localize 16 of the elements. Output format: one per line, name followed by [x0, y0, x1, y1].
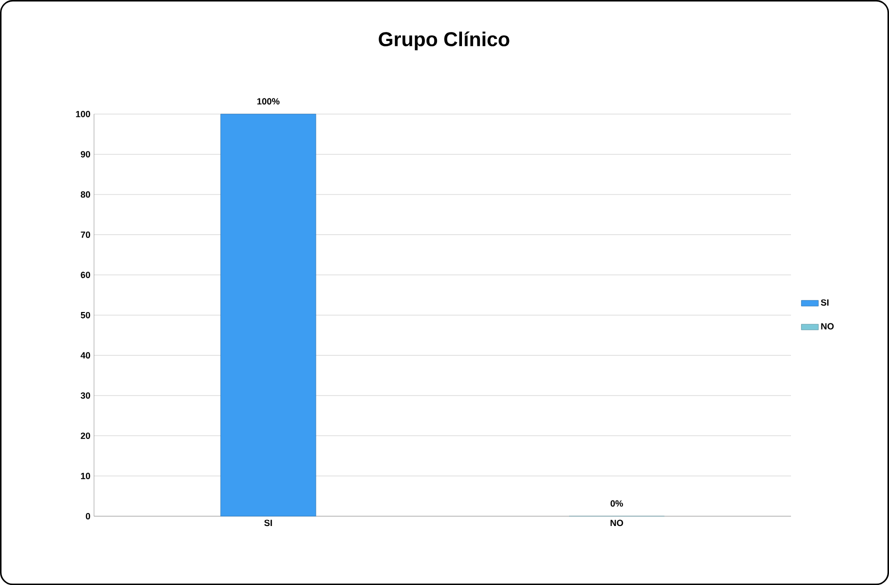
- y-tick-label: 40: [80, 352, 90, 358]
- y-tick-label: 60: [80, 272, 90, 278]
- legend-label: SI: [820, 299, 828, 306]
- y-tick-label: 0: [86, 512, 90, 520]
- y-tick-label: 20: [80, 432, 90, 439]
- y-tick-label: 10: [81, 472, 90, 480]
- y-tick-label: 100: [76, 110, 90, 118]
- data-label: 100%: [257, 98, 280, 104]
- legend-label: NO: [821, 323, 834, 330]
- chart-title: Grupo Clínico: [378, 31, 510, 50]
- y-tick-label: 50: [80, 312, 90, 318]
- y-tick-label: 90: [80, 151, 90, 158]
- y-tick-label: 70: [80, 231, 90, 238]
- y-tick-label: 30: [80, 392, 90, 399]
- y-tick-label: 80: [80, 191, 90, 198]
- data-label: 0%: [610, 500, 624, 507]
